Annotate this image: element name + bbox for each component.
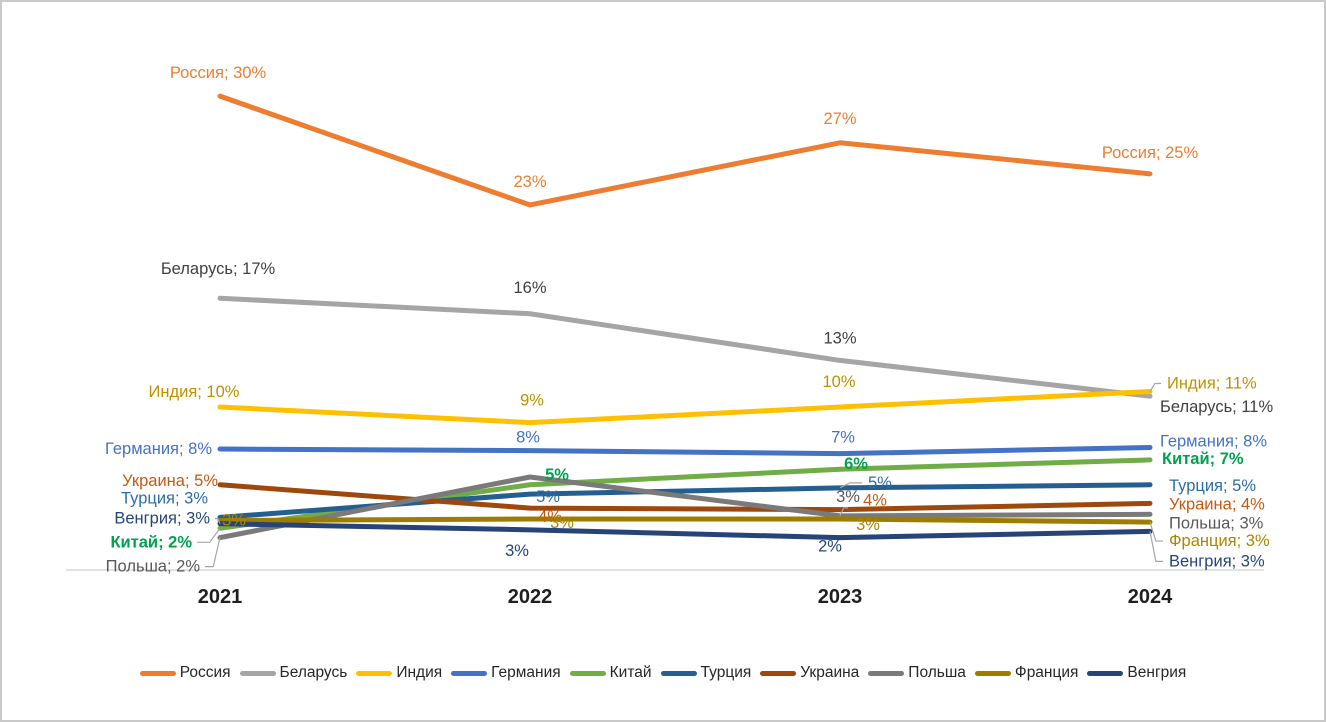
legend-label: Венгрия bbox=[1127, 664, 1187, 681]
legend-line-swatch-icon bbox=[974, 670, 1011, 676]
data-label: 8% bbox=[516, 429, 540, 447]
data-label: Беларусь; 17% bbox=[161, 260, 276, 278]
data-label: 4% bbox=[863, 492, 887, 510]
label-leader-line bbox=[1149, 382, 1161, 392]
x-axis-label: 2024 bbox=[1128, 586, 1173, 608]
x-axis-label: 2022 bbox=[508, 586, 553, 608]
series-line-9 bbox=[217, 521, 1153, 541]
legend-item: Турция bbox=[660, 664, 752, 682]
data-label: 5% bbox=[545, 466, 569, 484]
legend-label: Турция bbox=[700, 664, 752, 681]
data-label: 23% bbox=[513, 173, 546, 191]
legend-label: Польша bbox=[908, 664, 966, 681]
data-label: Венгрия; 3% bbox=[1169, 552, 1265, 570]
legend-label: Украина bbox=[800, 664, 860, 681]
series-line-8 bbox=[217, 516, 1153, 525]
legend-item: Венгрия bbox=[1087, 664, 1186, 682]
data-label: 10% bbox=[822, 373, 855, 391]
label-leader-line bbox=[839, 507, 848, 517]
legend-label: Россия bbox=[179, 664, 231, 681]
legend-line-swatch-icon bbox=[760, 670, 797, 676]
series-line-0 bbox=[217, 93, 1153, 208]
data-label: 9% bbox=[520, 392, 544, 410]
legend-line-swatch-icon bbox=[1087, 670, 1124, 676]
data-label: 3% bbox=[222, 512, 246, 530]
data-label: 13% bbox=[823, 329, 856, 347]
data-label: Индия; 11% bbox=[1167, 375, 1257, 393]
label-leader-line bbox=[215, 518, 221, 524]
data-label: 3% bbox=[550, 514, 574, 532]
data-label: Венгрия; 3% bbox=[114, 510, 210, 528]
legend-line-swatch-icon bbox=[356, 670, 393, 676]
data-label: Польша; 3% bbox=[1169, 514, 1264, 532]
label-leader-line bbox=[197, 527, 221, 543]
legend-item: Украина bbox=[760, 664, 859, 682]
data-label: 27% bbox=[823, 110, 856, 128]
legend-item: Индия bbox=[356, 664, 442, 682]
label-leader-line bbox=[1149, 531, 1163, 563]
data-label: Франция; 3% bbox=[1169, 532, 1270, 550]
legend-label: Франция bbox=[1014, 664, 1079, 681]
data-label: Беларусь; 11% bbox=[1160, 398, 1273, 416]
data-label: Украина; 4% bbox=[1169, 495, 1265, 513]
legend-item: Польша bbox=[868, 664, 966, 682]
legend-line-swatch-icon bbox=[451, 670, 488, 676]
legend-label: Германия bbox=[491, 664, 561, 681]
legend-item: Беларусь bbox=[239, 664, 348, 682]
label-leader-line bbox=[205, 537, 221, 568]
data-label: Турция; 5% bbox=[1169, 477, 1256, 495]
series-line-7 bbox=[217, 474, 1153, 541]
legend-item: Китай bbox=[569, 664, 652, 682]
data-label: Китай; 7% bbox=[1162, 450, 1244, 468]
legend-label: Индия bbox=[396, 664, 443, 681]
data-label: Россия; 30% bbox=[170, 64, 267, 82]
series-line-6 bbox=[217, 482, 1153, 513]
x-axis-label: 2023 bbox=[818, 586, 863, 608]
legend-item: Россия bbox=[139, 664, 231, 682]
data-label: Украина; 5% bbox=[122, 472, 218, 490]
data-label: 7% bbox=[831, 429, 855, 447]
data-label: Россия; 25% bbox=[1102, 144, 1199, 162]
series-line-1 bbox=[217, 295, 1153, 399]
legend-line-swatch-icon bbox=[868, 670, 905, 676]
legend-label: Китай bbox=[609, 664, 652, 681]
data-label: Германия; 8% bbox=[1160, 432, 1267, 450]
series-line-3 bbox=[217, 444, 1153, 457]
data-label: 3% bbox=[505, 542, 529, 560]
legend-line-swatch-icon bbox=[569, 670, 606, 676]
data-label: 2% bbox=[818, 538, 842, 556]
data-label: Турция; 3% bbox=[121, 489, 208, 507]
label-leader-line bbox=[839, 482, 862, 489]
data-label: Польша; 2% bbox=[106, 558, 201, 576]
data-label: Германия; 8% bbox=[105, 440, 212, 458]
data-label: 5% bbox=[536, 488, 560, 506]
legend-label: Беларусь bbox=[279, 664, 348, 681]
data-label: 3% bbox=[856, 516, 880, 534]
legend-item: Франция bbox=[974, 664, 1079, 682]
data-label: Китай; 2% bbox=[110, 533, 192, 551]
data-label: 3% bbox=[836, 488, 860, 506]
series-line-2 bbox=[217, 389, 1153, 426]
label-leader-line bbox=[1149, 521, 1163, 542]
legend-line-swatch-icon bbox=[660, 670, 697, 676]
legend-line-swatch-icon bbox=[239, 670, 276, 676]
legend-line-swatch-icon bbox=[139, 670, 176, 676]
legend-item: Германия bbox=[451, 664, 561, 682]
x-axis-label: 2021 bbox=[198, 586, 243, 608]
data-label: Индия; 10% bbox=[149, 383, 240, 401]
data-label: 16% bbox=[513, 279, 546, 297]
data-label: 5% bbox=[868, 474, 892, 492]
data-label: 6% bbox=[844, 455, 868, 473]
chart-legend: Россия Беларусь Индия Германия Китай Турция Ук… bbox=[2, 664, 1324, 682]
data-label: 4% bbox=[538, 508, 562, 526]
